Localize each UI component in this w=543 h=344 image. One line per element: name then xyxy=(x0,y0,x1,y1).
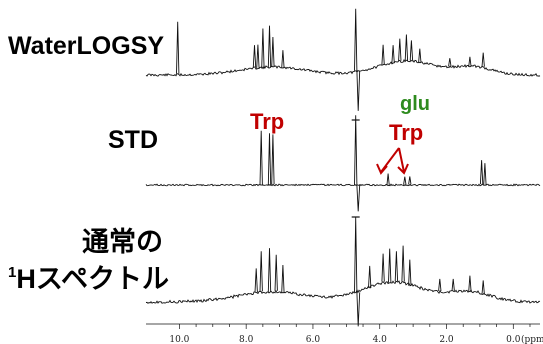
spectrum-peak-1-13 xyxy=(409,40,414,61)
spectrum-peak-3-2 xyxy=(259,251,263,292)
spectrum-peak-3-13 xyxy=(438,278,442,291)
annotation-trp-left: Trp xyxy=(250,109,285,134)
spectrum-peak-1-15 xyxy=(448,58,452,67)
arrow-trp-b xyxy=(398,147,405,173)
spectrum-peak-3-16 xyxy=(481,280,485,295)
x-tick-label-5: 2.0 xyxy=(439,335,454,344)
annotation-glu: glu xyxy=(400,93,430,115)
spectrum-peak-1-2 xyxy=(252,45,257,68)
x-axis-unit-label: (ppm xyxy=(521,334,543,344)
spectrum-peak-2-3 xyxy=(271,134,275,185)
spectrum-peak-3-15 xyxy=(468,275,472,292)
spectrum-peak-1-17 xyxy=(481,52,485,67)
spectrum-peak-3-14 xyxy=(451,278,455,291)
spectrum-baseline-2 xyxy=(145,183,541,187)
spectrum-peak-3-7 xyxy=(368,265,372,288)
x-tick-label-2: 8.0 xyxy=(239,335,254,344)
annotation-trp-right: Trp xyxy=(389,120,424,145)
x-tick-label-4: 4.0 xyxy=(373,335,388,344)
label-normal-line2: 1Hスペクトル xyxy=(8,265,169,293)
x-tick-label-3: 6.0 xyxy=(306,335,321,344)
spectrum-peak-3-6 xyxy=(354,217,361,327)
spectrum-peak-3-10 xyxy=(394,251,399,282)
spectrum-baseline-1 xyxy=(145,59,541,77)
arrow-trp-a-head xyxy=(376,163,388,175)
spectrum-baseline-3 xyxy=(145,280,541,304)
label-waterlogsy: WaterLOGSY xyxy=(8,32,165,60)
spectrum-peak-1-14 xyxy=(418,48,422,63)
spectrum-peak-1-16 xyxy=(468,56,472,67)
spectrum-peak-3-9 xyxy=(388,248,392,283)
spectrum-peak-3-12 xyxy=(408,259,412,286)
spectrum-peak-3-11 xyxy=(401,245,405,282)
spectrum-peak-1-1 xyxy=(176,21,180,74)
label-std: STD xyxy=(108,126,158,154)
spectrum-peak-3-1 xyxy=(254,268,258,293)
spectrum-peak-1-8 xyxy=(354,8,361,111)
spectrum-peak-2-2 xyxy=(267,133,272,186)
spectrum-peak-2-4 xyxy=(354,115,361,212)
label-normal-line1: 通常の xyxy=(82,227,163,257)
spectrum-peak-1-6 xyxy=(271,36,275,68)
x-tick-label-1: 10.0 xyxy=(169,335,189,344)
x-tick-label-6: 0.0 xyxy=(506,335,521,344)
spectrum-peak-2-1 xyxy=(259,130,263,185)
spectrum-peak-3-5 xyxy=(281,264,285,294)
arrow-trp-b-head xyxy=(397,163,409,175)
spectrum-peak-3-8 xyxy=(381,253,385,282)
spectrum-peak-3-3 xyxy=(267,248,272,293)
spectrum-peak-2-7 xyxy=(408,176,412,185)
label-normal-text: Hスペクトル xyxy=(16,264,169,294)
spectrum-peak-1-10 xyxy=(391,45,395,64)
spectrum-peak-1-4 xyxy=(261,28,265,69)
spectrum-peak-1-12 xyxy=(404,34,409,61)
spectrum-peak-1-11 xyxy=(398,38,402,61)
spectrum-peak-2-8 xyxy=(479,160,484,185)
spectrum-peak-3-4 xyxy=(274,254,278,291)
spectrum-peak-2-9 xyxy=(483,163,487,186)
spectrum-peak-1-7 xyxy=(281,50,285,69)
spectrum-peak-1-3 xyxy=(256,44,260,69)
spectrum-peak-2-6 xyxy=(403,176,407,185)
label-normal-superscript: 1 xyxy=(8,264,17,281)
spectrum-peak-1-9 xyxy=(381,44,385,65)
spectrum-peak-1-5 xyxy=(267,25,272,68)
spectrum-peak-2-5 xyxy=(386,173,390,186)
